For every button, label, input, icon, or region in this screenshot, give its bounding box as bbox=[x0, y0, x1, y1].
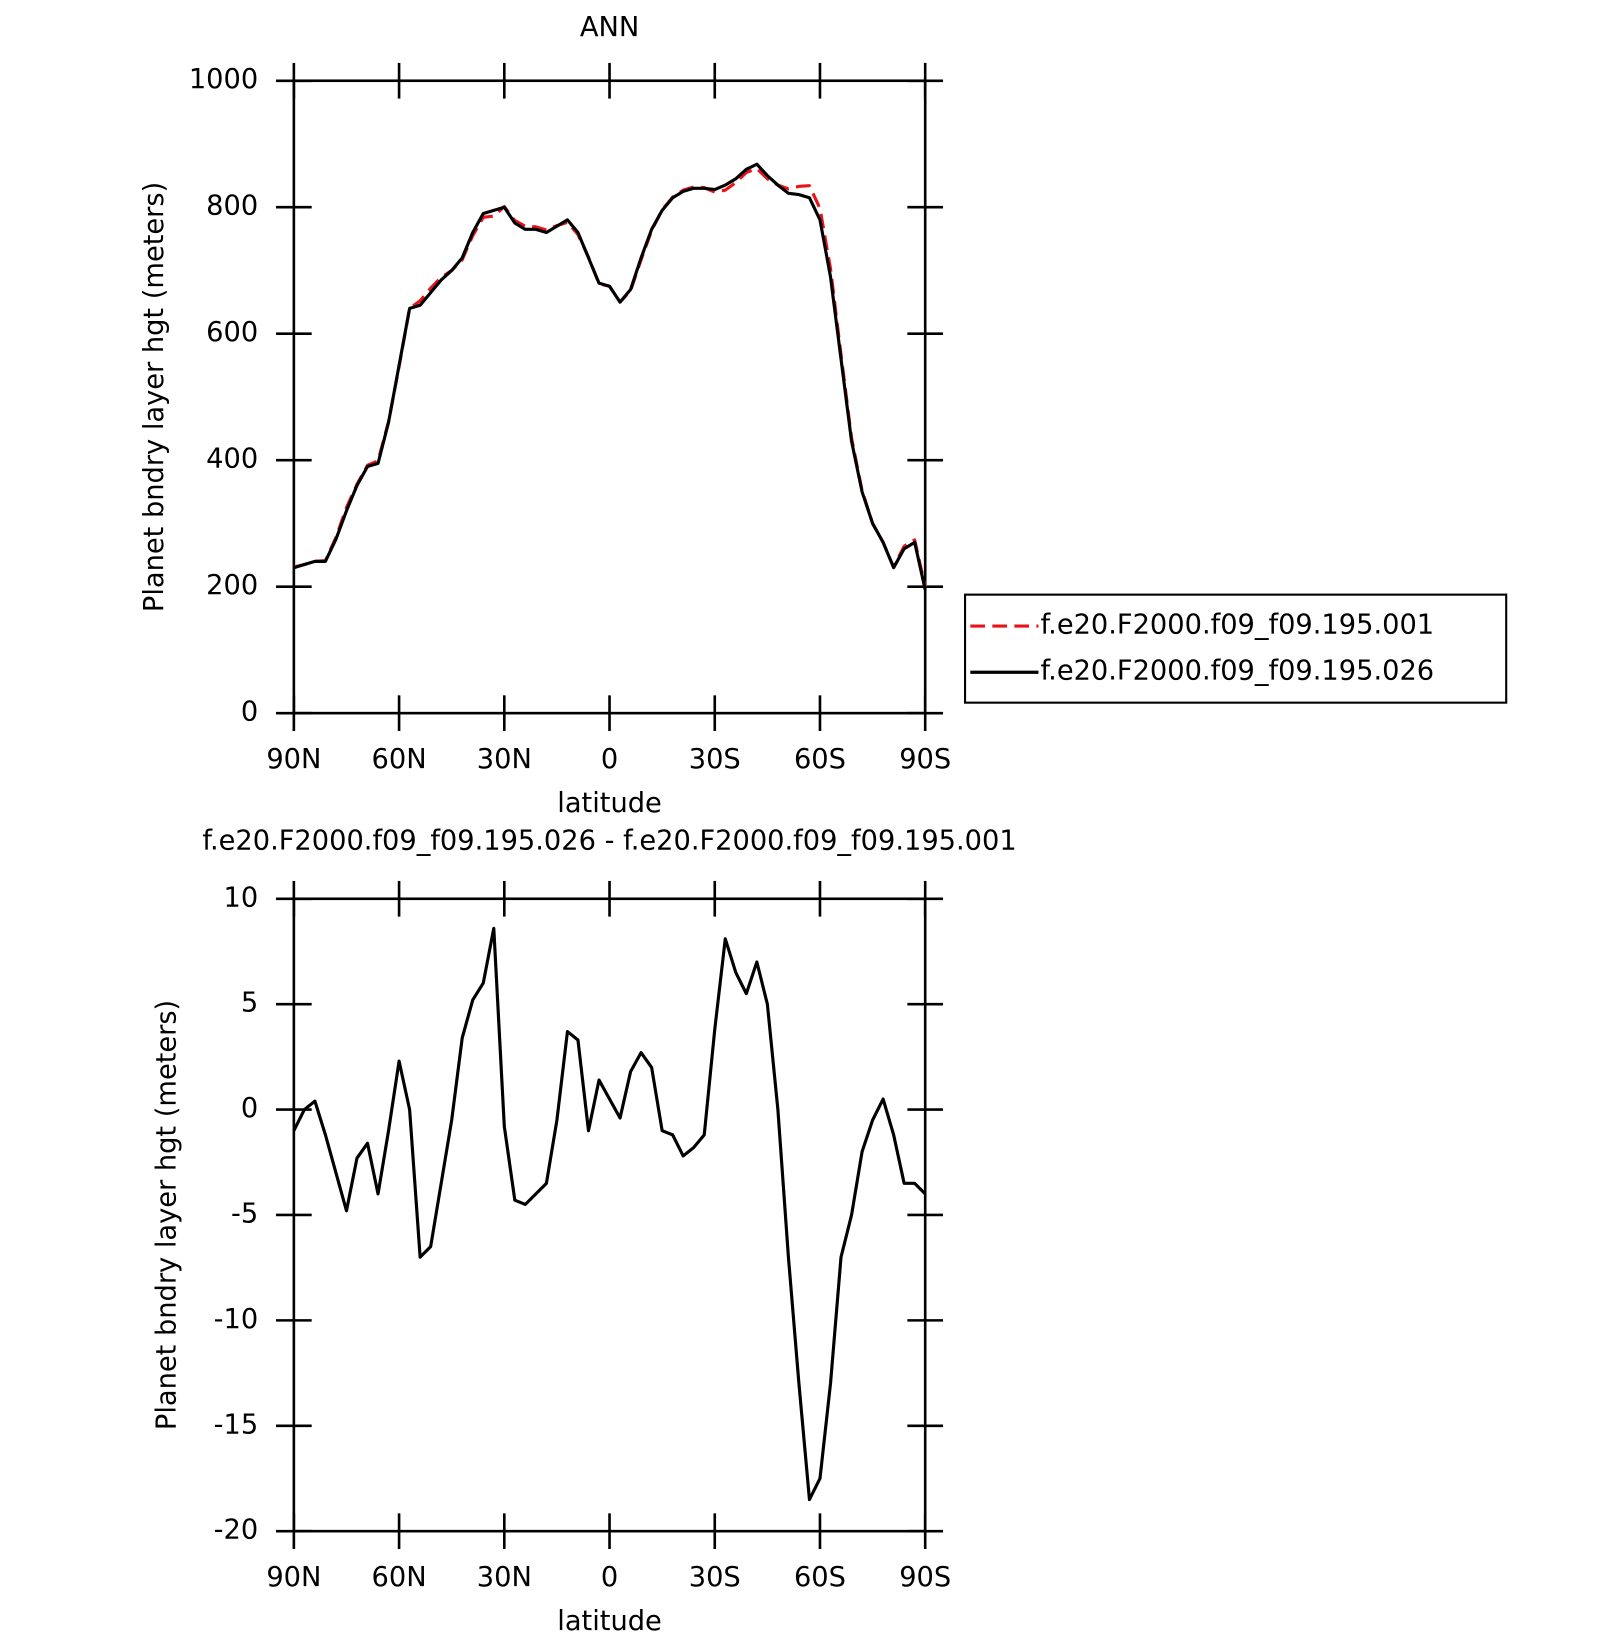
series-line bbox=[293, 167, 927, 588]
legend-label: f.e20.F2000.f09_f09.195.026 bbox=[1041, 656, 1435, 687]
chart-title: ANN bbox=[580, 12, 639, 43]
y-tick-label: 0 bbox=[241, 1093, 258, 1124]
y-tick-label: 0 bbox=[241, 697, 258, 728]
y-tick-label: 200 bbox=[206, 570, 258, 601]
x-tick-label: 0 bbox=[601, 744, 618, 775]
y-tick-label: 10 bbox=[224, 882, 259, 913]
x-tick-label: 90N bbox=[266, 1562, 321, 1593]
plot-frame bbox=[292, 897, 927, 1533]
legend: f.e20.F2000.f09_f09.195.001 f.e20.F2000.f… bbox=[964, 593, 1508, 704]
x-tick-label: 0 bbox=[601, 1562, 618, 1593]
legend-label: f.e20.F2000.f09_f09.195.001 bbox=[1041, 610, 1435, 641]
series-line bbox=[292, 926, 927, 1502]
x-tick-label: 90N bbox=[266, 744, 321, 775]
series-line bbox=[293, 162, 927, 591]
y-axis-label: Planet bndry layer hgt (meters) bbox=[152, 1000, 183, 1430]
x-axis-label: latitude bbox=[557, 788, 662, 819]
plot-frame bbox=[292, 79, 927, 715]
y-tick-label: -10 bbox=[214, 1304, 259, 1335]
x-tick-label: 30N bbox=[477, 744, 532, 775]
x-tick-label: 60N bbox=[372, 1562, 427, 1593]
x-tick-label: 60S bbox=[794, 1562, 846, 1593]
legend-box bbox=[964, 593, 1508, 704]
y-tick-label: 5 bbox=[241, 988, 258, 1019]
y-tick-label: 600 bbox=[206, 317, 258, 348]
x-tick-label: 30S bbox=[689, 1562, 741, 1593]
y-tick-label: 400 bbox=[206, 444, 258, 475]
x-tick-label: 30S bbox=[689, 744, 741, 775]
x-tick-label: 60S bbox=[794, 744, 846, 775]
y-tick-label: -20 bbox=[214, 1515, 259, 1546]
y-tick-label: 1000 bbox=[189, 64, 258, 95]
y-tick-label: 800 bbox=[206, 191, 258, 222]
x-tick-label: 60N bbox=[372, 744, 427, 775]
x-axis-label: latitude bbox=[557, 1606, 662, 1635]
y-tick-label: -15 bbox=[214, 1409, 259, 1440]
y-axis-label: Planet bndry layer hgt (meters) bbox=[139, 182, 170, 612]
x-tick-label: 30N bbox=[477, 1562, 532, 1593]
chart-title: f.e20.F2000.f09_f09.195.026 - f.e20.F200… bbox=[202, 826, 1016, 857]
x-tick-label: 90S bbox=[899, 1562, 951, 1593]
y-tick-label: -5 bbox=[231, 1198, 258, 1229]
x-tick-label: 90S bbox=[899, 744, 951, 775]
